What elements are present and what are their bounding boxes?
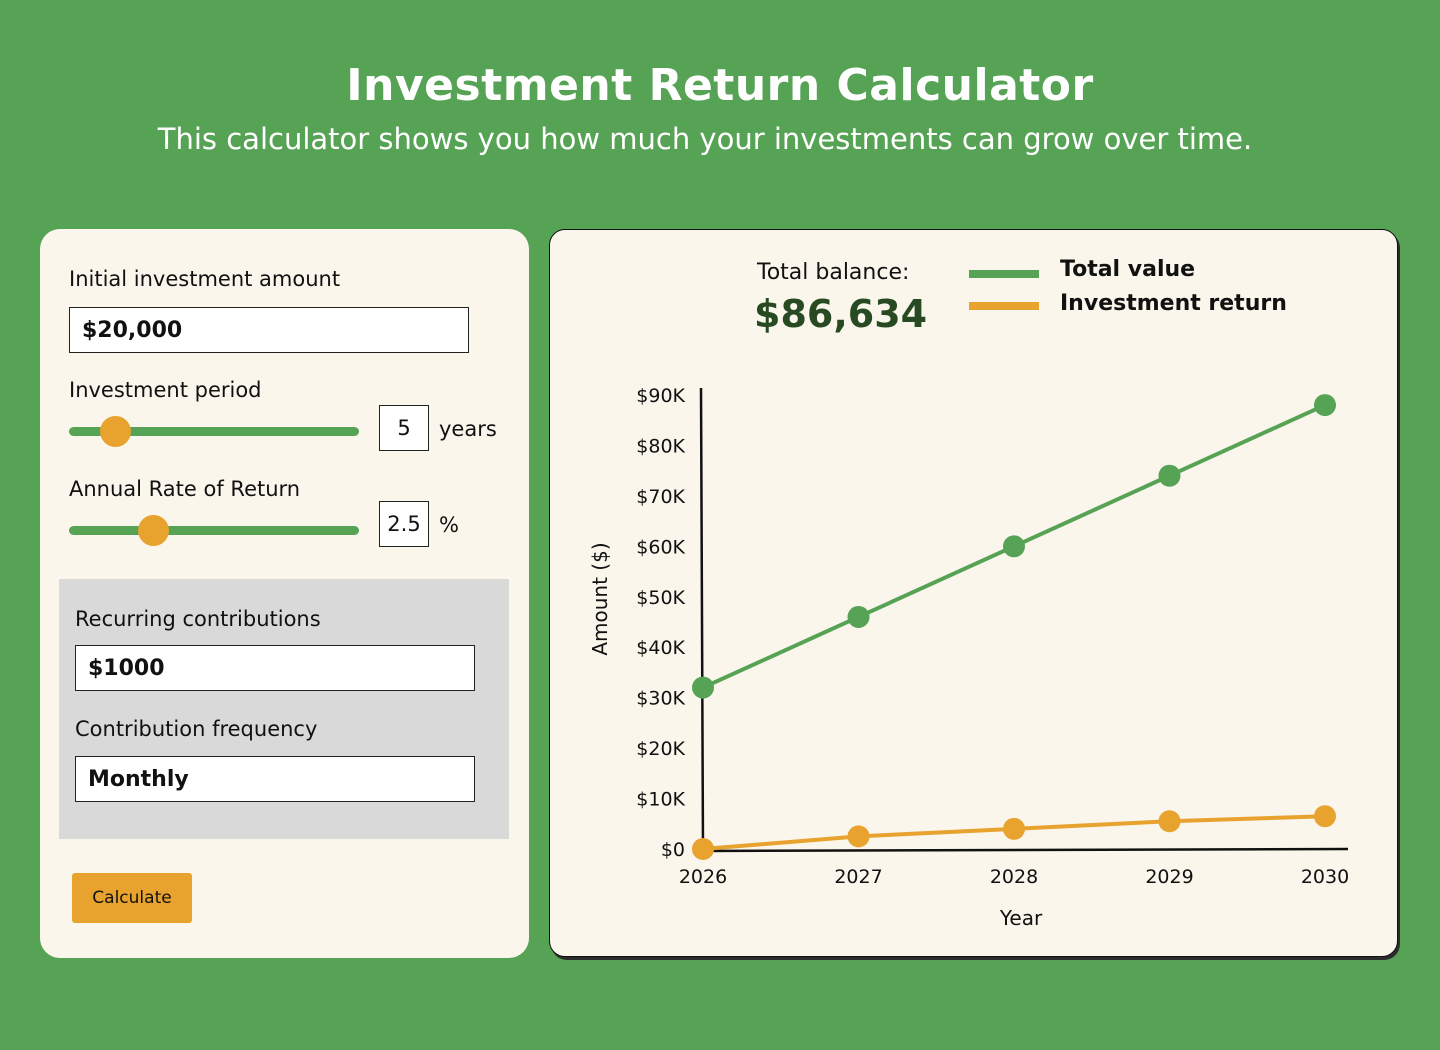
years-unit-label: years — [439, 417, 497, 441]
y-tick-label: $40K — [636, 637, 685, 659]
data-point-investment-return — [1314, 805, 1336, 828]
page-title: Investment Return Calculator — [346, 60, 1094, 111]
y-tick-label: $30K — [636, 688, 685, 710]
legend-swatch-investment-return — [969, 302, 1039, 310]
y-tick-label: $60K — [636, 536, 685, 558]
data-point-total-value — [692, 676, 714, 699]
legend-swatch-total-value — [969, 270, 1039, 278]
total-balance-value: $86,634 — [754, 292, 928, 336]
calculate-button[interactable]: Calculate — [72, 873, 192, 923]
data-point-total-value — [847, 605, 870, 628]
data-point-investment-return — [1158, 810, 1181, 833]
investment-period-slider-thumb[interactable] — [99, 416, 131, 447]
x-tick-label: 2029 — [1145, 866, 1193, 888]
rate-of-return-input[interactable]: 2.5 — [379, 501, 429, 547]
rate-of-return-label: Annual Rate of Return — [69, 477, 301, 501]
y-tick-label: $90K — [636, 385, 685, 407]
data-point-investment-return — [847, 825, 870, 848]
x-tick-label: 2026 — [679, 866, 727, 888]
initial-investment-label: Initial investment amount — [69, 267, 341, 291]
results-chart-card: Total balance: $86,634 Total value Inves… — [549, 229, 1398, 957]
contribution-frequency-label: Contribution frequency — [75, 717, 318, 741]
legend-label-investment-return: Investment return — [1060, 291, 1287, 316]
data-point-total-value — [1314, 394, 1336, 417]
recurring-contributions-section: Recurring contributions Contribution fre… — [59, 579, 509, 839]
x-tick-label: 2030 — [1301, 866, 1349, 888]
y-tick-label: $50K — [636, 587, 685, 609]
data-point-investment-return — [692, 838, 714, 860]
y-tick-label: $20K — [636, 738, 685, 760]
page-subtitle: This calculator shows you how much your … — [157, 122, 1253, 156]
y-axis-line — [699, 387, 705, 852]
y-tick-label: $0 — [661, 839, 685, 861]
total-balance-label: Total balance: — [757, 260, 910, 285]
x-tick-label: 2028 — [990, 866, 1038, 888]
initial-investment-input[interactable] — [69, 307, 469, 353]
data-point-total-value — [1003, 535, 1025, 558]
calculator-form-card: Initial investment amount Investment per… — [40, 229, 529, 958]
recurring-contributions-input[interactable] — [75, 645, 475, 691]
x-axis-line — [700, 847, 1349, 853]
x-axis-title: Year — [999, 906, 1043, 930]
contribution-frequency-select[interactable] — [75, 756, 475, 802]
investment-period-label: Investment period — [69, 378, 262, 402]
y-tick-label: $10K — [636, 789, 685, 811]
legend-label-total-value: Total value — [1060, 257, 1196, 282]
x-tick-label: 2027 — [834, 866, 882, 888]
rate-of-return-slider-thumb[interactable] — [137, 515, 169, 546]
y-tick-label: $80K — [636, 435, 685, 457]
investment-period-slider[interactable] — [69, 416, 359, 447]
data-point-investment-return — [1003, 817, 1025, 840]
y-tick-label: $70K — [636, 486, 685, 508]
rate-of-return-slider[interactable] — [69, 515, 359, 546]
investment-period-input[interactable]: 5 — [379, 405, 429, 451]
data-point-total-value — [1158, 464, 1181, 487]
y-axis-title: Amount ($) — [588, 542, 612, 655]
percent-unit-label: % — [439, 513, 459, 537]
growth-line-chart: $0 $10K $20K $30K $40K $50K $60K $70K $80K $90K 20… — [588, 385, 1349, 930]
recurring-contributions-label: Recurring contributions — [75, 607, 321, 631]
